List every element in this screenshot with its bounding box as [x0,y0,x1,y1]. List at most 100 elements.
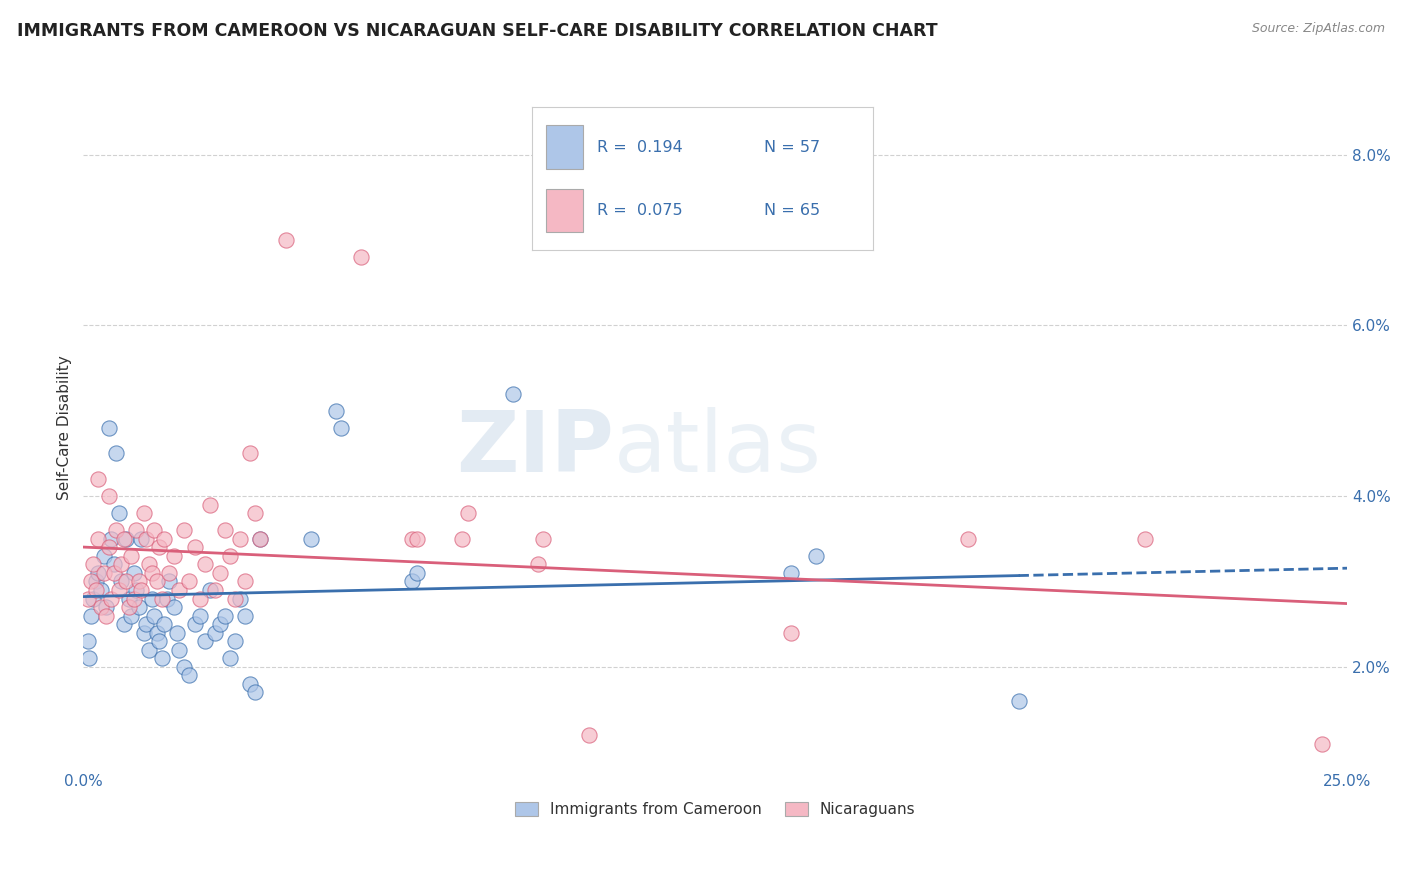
Point [107,506,129,520]
Point [150,591,173,606]
Legend: Immigrants from Cameroon, Nicaraguans: Immigrants from Cameroon, Nicaraguans [509,796,922,823]
Point [245,685,267,699]
Point [93,549,115,563]
Point [239,677,262,691]
Point [148,541,170,555]
Point [204,582,226,597]
Point [502,386,524,401]
Point [406,566,429,580]
Point [299,532,322,546]
Point [132,506,155,520]
Point [125,582,148,597]
Point [115,574,138,589]
Point [163,549,186,563]
Point [229,591,252,606]
Point [179,668,201,682]
Point [97,541,120,555]
Point [90,600,112,615]
Point [143,523,166,537]
Point [125,523,148,537]
Point [157,566,180,580]
Point [219,651,242,665]
Point [100,591,122,606]
Point [229,532,252,546]
Point [166,625,188,640]
Point [406,532,429,546]
Point [350,250,373,264]
Text: ZIP: ZIP [457,407,614,490]
Point [122,566,145,580]
Point [214,608,236,623]
Point [183,617,205,632]
Point [87,472,110,486]
Point [169,642,191,657]
Point [115,532,138,546]
Point [141,591,163,606]
Point [145,625,167,640]
Point [163,600,186,615]
Point [245,506,267,520]
Point [156,591,179,606]
Point [143,608,166,623]
Point [224,591,246,606]
Point [118,591,141,606]
Point [100,532,122,546]
Point [239,446,262,460]
Point [141,566,163,580]
Point [179,574,201,589]
Point [77,591,100,606]
Point [105,446,128,460]
Point [249,532,271,546]
Point [138,642,160,657]
Point [105,523,128,537]
Point [194,634,217,648]
Point [135,617,157,632]
Point [94,608,117,623]
Point [578,728,600,742]
Point [233,608,256,623]
Text: atlas: atlas [614,407,823,490]
Point [79,651,101,665]
Point [132,625,155,640]
Point [82,591,104,606]
Y-axis label: Self-Care Disability: Self-Care Disability [58,355,72,500]
Point [183,541,205,555]
Point [110,558,132,572]
Text: Source: ZipAtlas.com: Source: ZipAtlas.com [1251,22,1385,36]
Point [138,558,160,572]
Point [1007,694,1029,708]
Point [214,523,236,537]
Point [401,574,423,589]
Point [188,591,211,606]
Point [208,617,231,632]
Point [131,582,153,597]
Point [77,634,100,648]
Point [148,634,170,648]
Point [112,617,135,632]
Point [94,600,117,615]
Point [145,574,167,589]
Point [457,506,479,520]
Point [1310,737,1333,751]
Point [325,403,347,417]
Point [198,582,221,597]
Point [249,532,271,546]
Point [169,582,191,597]
Point [128,574,150,589]
Point [224,634,246,648]
Point [131,532,153,546]
Point [451,532,474,546]
Point [157,574,180,589]
Point [233,574,256,589]
Point [330,421,353,435]
Point [173,523,195,537]
Point [84,582,107,597]
Point [103,566,125,580]
Point [87,532,110,546]
Point [93,566,115,580]
Point [128,600,150,615]
Point [112,532,135,546]
Point [110,574,132,589]
Point [90,582,112,597]
Point [173,660,195,674]
